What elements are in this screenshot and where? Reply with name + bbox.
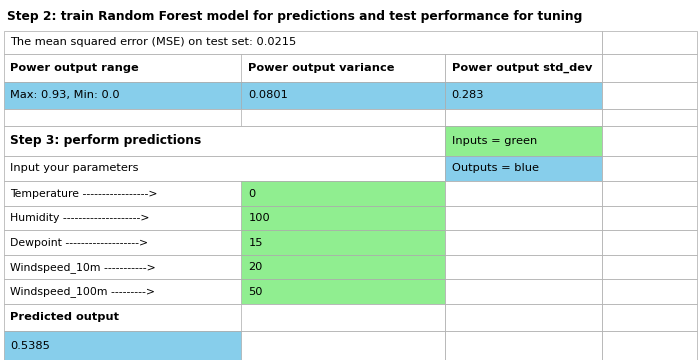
Text: Power output variance: Power output variance	[248, 63, 395, 73]
Bar	[4, 126, 444, 156]
Text: Windspeed_10m ----------->: Windspeed_10m ----------->	[10, 262, 156, 273]
Text: 0.283: 0.283	[452, 90, 484, 100]
Text: 0.5385: 0.5385	[10, 341, 50, 351]
Bar	[444, 109, 602, 126]
Bar	[602, 31, 696, 54]
Bar	[444, 54, 602, 82]
Bar	[241, 279, 444, 304]
Bar	[241, 54, 444, 82]
Bar	[4, 31, 602, 54]
Bar	[241, 82, 444, 109]
Bar	[444, 331, 602, 360]
Bar	[444, 156, 602, 181]
Bar	[602, 255, 696, 279]
Text: Dewpoint ------------------->: Dewpoint ------------------->	[10, 238, 148, 248]
Bar	[4, 54, 241, 82]
Bar	[4, 279, 241, 304]
Bar	[602, 181, 696, 206]
Bar	[444, 304, 602, 331]
Bar	[241, 109, 444, 126]
Text: The mean squared error (MSE) on test set: 0.0215: The mean squared error (MSE) on test set…	[10, 37, 297, 48]
Text: 15: 15	[248, 238, 263, 248]
Bar	[444, 82, 602, 109]
Bar	[241, 255, 444, 279]
Bar	[4, 255, 241, 279]
Text: Inputs = green: Inputs = green	[452, 136, 537, 146]
Bar	[602, 156, 696, 181]
Bar	[241, 304, 444, 331]
Bar	[602, 82, 696, 109]
Bar	[241, 206, 444, 230]
Text: Temperature ----------------->: Temperature ----------------->	[10, 189, 158, 199]
Bar	[444, 206, 602, 230]
Bar	[444, 279, 602, 304]
Text: Predicted output: Predicted output	[10, 312, 120, 322]
Bar	[602, 279, 696, 304]
Text: 100: 100	[248, 213, 270, 223]
Bar	[4, 230, 241, 255]
Bar	[602, 331, 696, 360]
Bar	[4, 206, 241, 230]
Text: Windspeed_100m --------->: Windspeed_100m --------->	[10, 286, 155, 297]
Bar	[602, 109, 696, 126]
Bar	[4, 109, 241, 126]
Bar	[4, 181, 241, 206]
Text: Input your parameters: Input your parameters	[10, 163, 139, 174]
Bar	[241, 331, 444, 360]
Text: Step 2: train Random Forest model for predictions and test performance for tunin: Step 2: train Random Forest model for pr…	[7, 10, 582, 23]
Bar	[4, 82, 241, 109]
Bar	[602, 126, 696, 156]
Text: 0.0801: 0.0801	[248, 90, 288, 100]
Text: Humidity -------------------->: Humidity -------------------->	[10, 213, 150, 223]
Text: 20: 20	[248, 262, 263, 272]
Bar	[4, 156, 444, 181]
Text: 0: 0	[248, 189, 256, 199]
Text: Outputs = blue: Outputs = blue	[452, 163, 538, 174]
Text: Step 3: perform predictions: Step 3: perform predictions	[10, 134, 202, 147]
Text: Power output range: Power output range	[10, 63, 139, 73]
Text: Power output std_dev: Power output std_dev	[452, 63, 592, 73]
Bar	[444, 230, 602, 255]
Text: Max: 0.93, Min: 0.0: Max: 0.93, Min: 0.0	[10, 90, 120, 100]
Bar	[602, 54, 696, 82]
Bar	[444, 255, 602, 279]
Bar	[602, 206, 696, 230]
Bar	[602, 230, 696, 255]
Text: 50: 50	[248, 287, 263, 297]
Bar	[241, 230, 444, 255]
Bar	[4, 304, 241, 331]
Bar	[241, 181, 444, 206]
Bar	[4, 331, 241, 360]
Bar	[602, 304, 696, 331]
Bar	[444, 126, 602, 156]
Bar	[444, 181, 602, 206]
